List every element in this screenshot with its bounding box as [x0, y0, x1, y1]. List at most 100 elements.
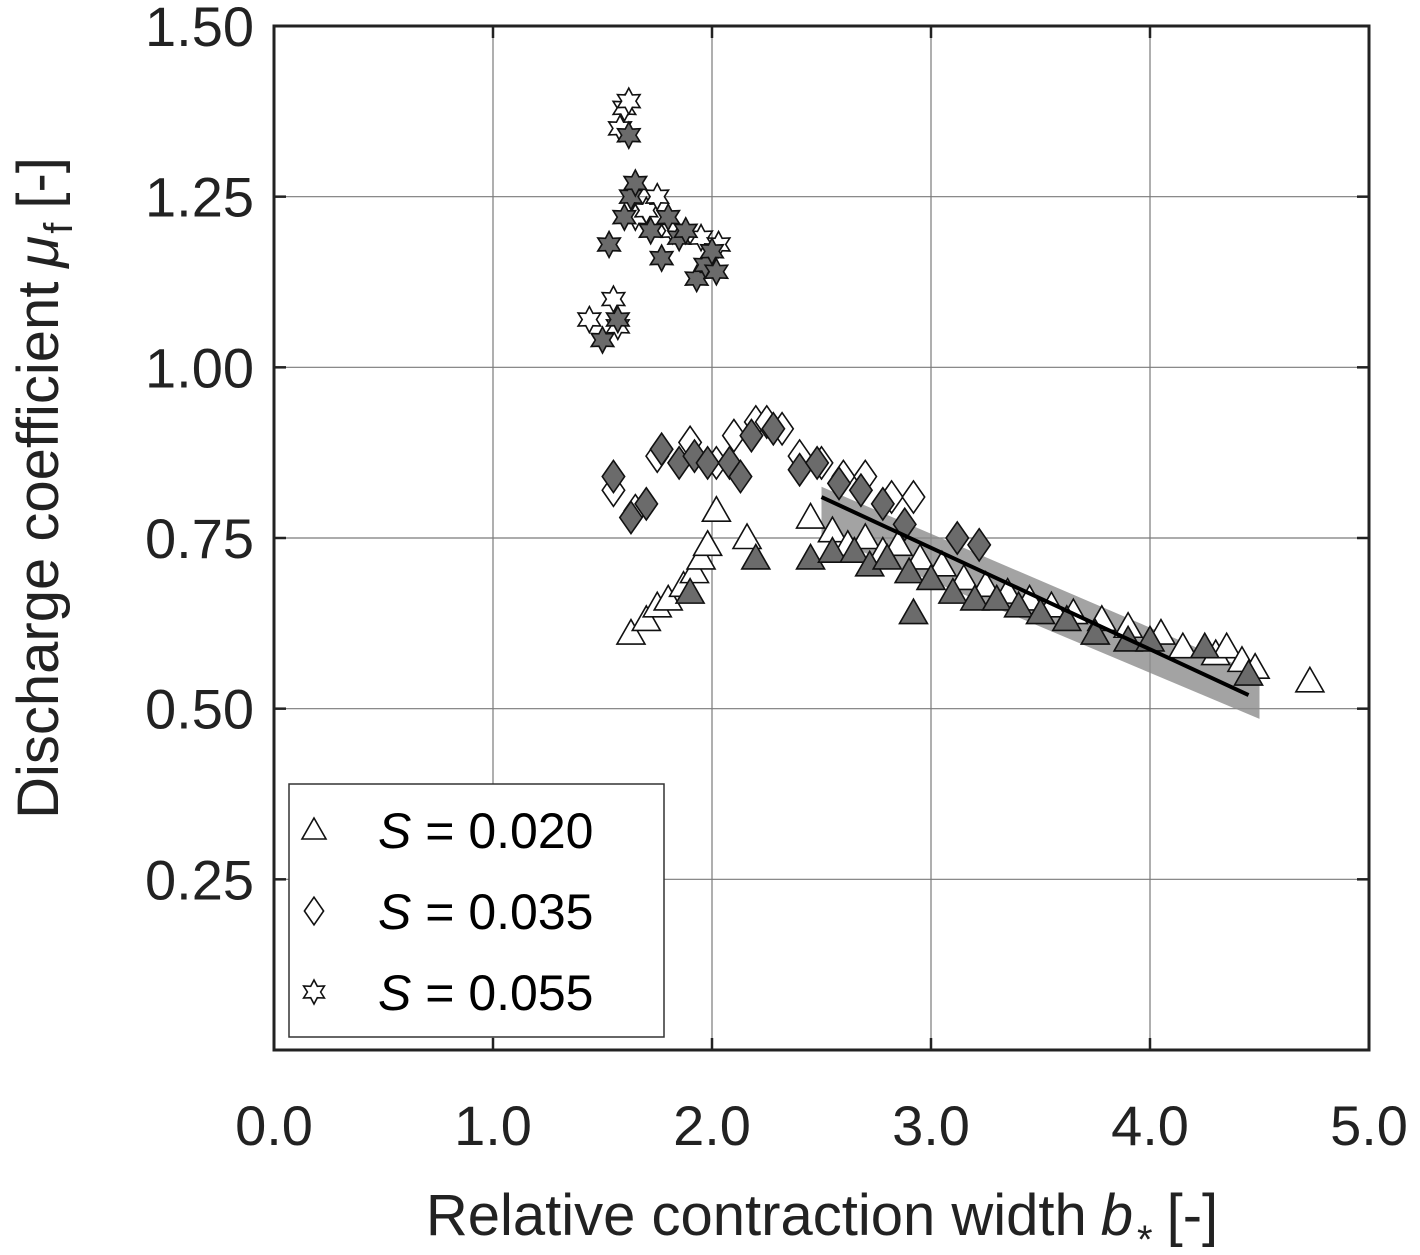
triangle-point-open: [926, 549, 958, 577]
triangle-point-open: [795, 501, 826, 529]
y-tick-label: 0.50: [145, 678, 254, 741]
triangle-point-filled: [981, 583, 1013, 611]
triangle-point-filled: [1025, 597, 1056, 625]
diamond-point-filled: [649, 431, 674, 467]
legend-value: = 0.020: [411, 803, 593, 859]
star-point-filled: [703, 257, 730, 287]
diamond-point-filled: [695, 445, 720, 481]
triangle-point-open: [948, 563, 980, 591]
y-axis-text: Discharge coefficient: [6, 282, 71, 819]
diamond-point-filled: [870, 486, 895, 522]
y-axis-unit: [-]: [6, 157, 71, 209]
x-axis-label: Relative contraction width b * [-]: [426, 1183, 1218, 1255]
diamond-point-filled: [601, 459, 626, 495]
triangle-point-open: [1211, 631, 1243, 659]
legend-marker-triangle: [300, 816, 328, 840]
triangle-point-open: [970, 570, 1002, 598]
triangle-point-filled: [871, 542, 903, 570]
triangle-point-filled: [795, 542, 826, 570]
legend-box: [288, 783, 665, 1038]
diamond-point-filled: [945, 520, 970, 556]
triangle-point-open: [685, 542, 717, 570]
diamond-point-filled: [804, 445, 830, 481]
star-point-filled: [616, 120, 642, 150]
star-point-filled: [637, 216, 664, 246]
x-axis-unit: [-]: [1167, 1183, 1219, 1248]
fit-line-group: [820, 495, 1250, 697]
fit-line: [820, 495, 1250, 697]
triangle-point-open: [1167, 631, 1199, 659]
x-tick-label: 5.0: [1330, 1094, 1408, 1157]
triangle-point-filled: [937, 577, 969, 604]
diamond-point-filled: [761, 411, 786, 447]
star-point-open: [600, 284, 627, 314]
legend-label: S = 0.055: [378, 965, 593, 1021]
star-point-filled: [648, 243, 675, 273]
triangle-point-filled: [838, 536, 870, 563]
y-tick-label: 1.50: [145, 0, 254, 58]
x-tick-label: 3.0: [892, 1094, 970, 1157]
triangle-point-open: [701, 495, 732, 522]
x-tick-label: 0.0: [235, 1094, 313, 1157]
legend-value: = 0.035: [411, 884, 593, 940]
triangle-point-filled: [893, 556, 925, 584]
star-point-filled: [655, 202, 681, 232]
x-axis-subscript: *: [1137, 1218, 1153, 1255]
star-point-filled: [622, 168, 649, 198]
triangle-point-filled: [1051, 604, 1083, 632]
diamond-point-filled: [728, 459, 753, 495]
x-axis-title: Relative contraction width b * [-]: [426, 1183, 1218, 1255]
diamond-point-filled: [634, 486, 659, 522]
legend-label: S = 0.020: [378, 803, 593, 859]
triangle-point-filled: [1079, 617, 1111, 645]
x-tick-label: 2.0: [673, 1094, 751, 1157]
triangle-point-filled: [1003, 590, 1034, 618]
legend-symbol: S: [378, 884, 411, 940]
legend-symbol: S: [378, 965, 411, 1021]
x-axis-text: Relative contraction width: [426, 1183, 1087, 1248]
legend-symbol: S: [378, 803, 411, 859]
y-tick-label: 0.75: [145, 507, 254, 570]
star-point-open: [616, 86, 642, 116]
axis-ticks: 0.0 1.0 2.0 3.0 4.0 5.0 0.25 0.50 0.75 1.00 1.25 1.…: [145, 0, 1408, 1157]
y-axis-symbol: μ: [6, 236, 71, 270]
triangle-point-open: [1294, 665, 1326, 693]
triangle-point-filled: [740, 542, 772, 570]
star-point-filled: [618, 181, 644, 212]
star-point-filled: [699, 236, 725, 267]
diamond-point-filled: [682, 438, 707, 474]
y-axis-title: Discharge coefficient μf [-]: [6, 157, 81, 819]
triangle-point-open: [849, 522, 881, 550]
x-axis-symbol: b: [1101, 1183, 1133, 1248]
diamond-point-filled: [967, 527, 992, 563]
star-point-filled: [672, 216, 699, 246]
diamond-point-open: [721, 418, 747, 454]
triangle-point-open: [679, 556, 710, 584]
diamond-point-filled: [739, 418, 764, 454]
x-tick-label: 1.0: [454, 1094, 532, 1157]
diamond-point-filled: [848, 472, 874, 508]
triangle-point-open: [615, 617, 647, 645]
y-tick-label: 1.00: [145, 336, 254, 399]
triangle-point-filled: [817, 536, 848, 563]
triangle-point-open: [904, 542, 936, 570]
diamond-point-filled: [826, 465, 852, 501]
legend-marker-diamond: [303, 895, 325, 927]
triangle-point-filled: [1189, 631, 1221, 659]
triangle-point-filled: [674, 577, 706, 604]
star-point-filled: [611, 202, 638, 232]
y-tick-label: 0.25: [145, 848, 254, 911]
diamond-point-filled: [618, 500, 644, 536]
triangle-point-filled: [898, 597, 929, 625]
star-point-filled: [596, 229, 622, 260]
diamond-point-open: [901, 479, 926, 515]
star-point-open: [576, 304, 603, 335]
triangle-point-open: [692, 529, 723, 557]
legend-label: S = 0.035: [378, 884, 593, 940]
y-tick-label: 1.25: [145, 166, 254, 229]
legend-value: = 0.055: [411, 965, 593, 1021]
triangle-point-open: [882, 529, 914, 557]
data-points: [576, 86, 1326, 693]
